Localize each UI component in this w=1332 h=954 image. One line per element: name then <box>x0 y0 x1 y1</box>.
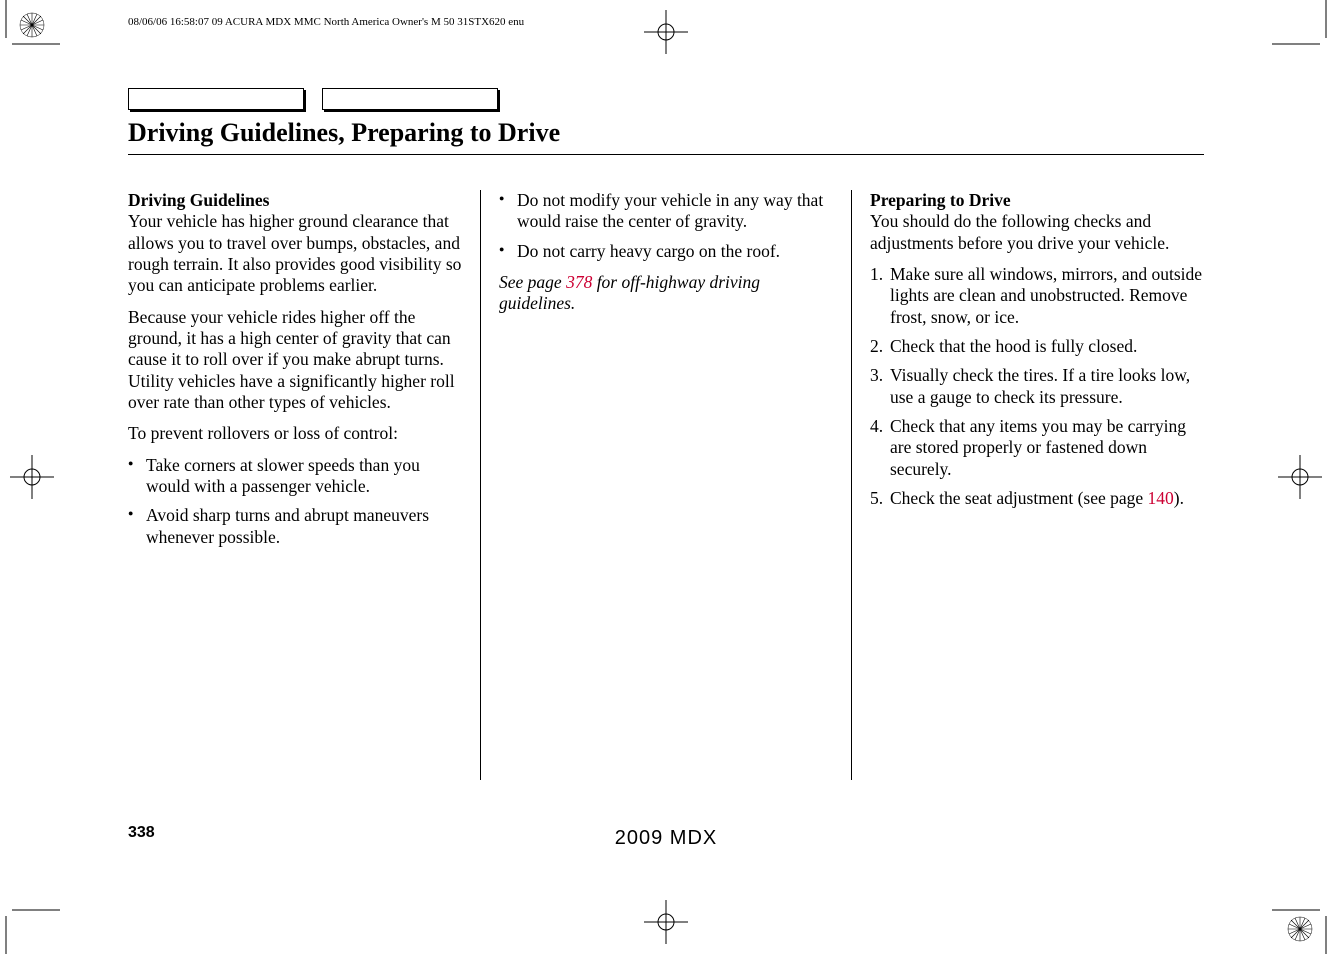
crop-mark-icon <box>1272 904 1332 954</box>
col3-heading: Preparing to Drive <box>870 190 1011 210</box>
crop-mark-icon <box>1272 0 1332 50</box>
col2-note: See page 378 for off-highway driving gui… <box>499 272 833 315</box>
crop-mark-icon <box>0 0 60 50</box>
item-text: Visually check the tires. If a tire look… <box>890 365 1190 406</box>
document-meta-header: 08/06/06 16:58:07 09 ACURA MDX MMC North… <box>128 16 524 28</box>
note-text: See page <box>499 272 566 292</box>
list-item: 4. Check that any items you may be carryi… <box>870 416 1204 480</box>
item-text: Make sure all windows, mirrors, and outs… <box>890 264 1202 327</box>
tab-boxes <box>128 88 498 110</box>
col1-heading: Driving Guidelines <box>128 190 269 210</box>
col2-bullets: Do not modify your vehicle in any way th… <box>499 190 833 262</box>
col1-p1: Your vehicle has higher ground clearance… <box>128 211 461 295</box>
cross-target-icon <box>644 10 688 54</box>
footer-model: 2009 MDX <box>615 827 718 850</box>
list-item: Avoid sharp turns and abrupt maneuvers w… <box>128 505 462 548</box>
item-number: 2. <box>870 336 883 357</box>
content-columns: Driving GuidelinesYour vehicle has highe… <box>128 190 1204 780</box>
item-text: Check that any items you may be carrying… <box>890 416 1186 479</box>
col1-p3: To prevent rollovers or loss of control: <box>128 423 462 444</box>
item-number: 5. <box>870 488 883 509</box>
page-ref: 378 <box>566 272 592 292</box>
page-title: Driving Guidelines, Preparing to Drive <box>128 118 560 148</box>
cross-target-icon <box>644 900 688 944</box>
column-3: Preparing to DriveYou should do the foll… <box>851 190 1204 780</box>
list-item: Take corners at slower speeds than you w… <box>128 455 462 498</box>
tab-box <box>128 88 304 110</box>
list-item: Do not carry heavy cargo on the roof. <box>499 241 833 262</box>
title-rule <box>128 154 1204 155</box>
item-number: 4. <box>870 416 883 437</box>
crop-mark-icon <box>0 904 60 954</box>
item-text-part: ). <box>1174 488 1184 508</box>
item-text: Check the seat adjustment (see page 140)… <box>890 488 1184 508</box>
page-number: 338 <box>128 824 155 842</box>
list-item: 1. Make sure all windows, mirrors, and ou… <box>870 264 1204 328</box>
col3-p1: You should do the following checks and a… <box>870 211 1169 252</box>
column-2: Do not modify your vehicle in any way th… <box>480 190 851 780</box>
item-number: 3. <box>870 365 883 386</box>
tab-box <box>322 88 498 110</box>
list-item: 2. Check that the hood is fully closed. <box>870 336 1204 357</box>
item-text: Check that the hood is fully closed. <box>890 336 1137 356</box>
column-1: Driving GuidelinesYour vehicle has highe… <box>128 190 480 780</box>
col1-p2: Because your vehicle rides higher off th… <box>128 307 462 414</box>
cross-target-icon <box>1278 455 1322 499</box>
cross-target-icon <box>10 455 54 499</box>
page-ref: 140 <box>1148 488 1174 508</box>
list-item: Do not modify your vehicle in any way th… <box>499 190 833 233</box>
col3-numbered-list: 1. Make sure all windows, mirrors, and ou… <box>870 264 1204 509</box>
col1-bullets: Take corners at slower speeds than you w… <box>128 455 462 548</box>
item-text-part: Check the seat adjustment (see page <box>890 488 1148 508</box>
item-number: 1. <box>870 264 883 285</box>
list-item: 5. Check the seat adjustment (see page 14… <box>870 488 1204 509</box>
list-item: 3. Visually check the tires. If a tire lo… <box>870 365 1204 408</box>
